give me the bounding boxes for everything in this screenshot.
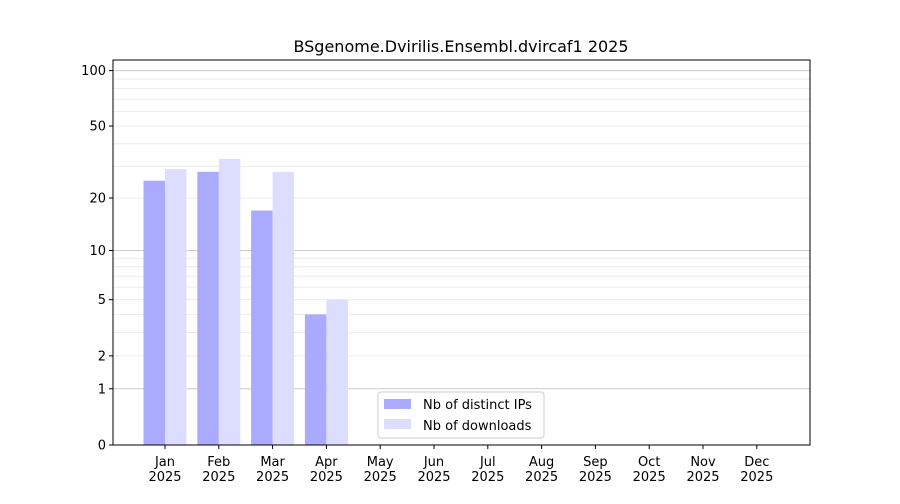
x-axis: Jan2025Feb2025Mar2025Apr2025May2025Jun20… (148, 445, 773, 485)
y-tick-label: 5 (98, 293, 106, 308)
chart-title: BSgenome.Dvirilis.Ensembl.dvircaf1 2025 (293, 37, 628, 56)
x-tick-label: 2025 (364, 470, 397, 485)
y-axis: 0 1 2 5 10 20 50 100 (81, 64, 113, 454)
y-tick-label: 100 (81, 64, 106, 79)
bar-downloads (218, 158, 241, 445)
x-tick-label: 2025 (202, 470, 235, 485)
y-tick-label: 1 (98, 382, 106, 397)
legend-swatch-downloads (384, 419, 411, 429)
x-tick-label: 2025 (148, 470, 181, 485)
bar-distinct-ips (304, 314, 327, 445)
y-tick-label: 10 (89, 244, 106, 259)
x-tick-label: Sep (583, 455, 608, 470)
legend: Nb of distinct IPs Nb of downloads (377, 391, 545, 439)
x-tick-label: Oct (638, 455, 660, 470)
bar-distinct-ips (197, 171, 219, 446)
bar-distinct-ips (143, 180, 165, 445)
x-tick-label: 2025 (256, 470, 289, 485)
legend-label-ips: Nb of distinct IPs (423, 398, 532, 413)
x-tick-label: 2025 (740, 470, 773, 485)
legend-label-downloads: Nb of downloads (423, 419, 532, 434)
x-tick-label: Jan (154, 455, 175, 470)
y-tick-label: 0 (98, 439, 106, 454)
x-tick-label: Mar (260, 455, 285, 470)
x-tick-label: Apr (315, 455, 338, 470)
x-tick-label: Nov (690, 455, 716, 470)
bar-downloads (165, 169, 187, 446)
bars (143, 158, 348, 446)
x-tick-label: 2025 (471, 470, 504, 485)
x-tick-label: 2025 (417, 470, 450, 485)
y-tick-label: 20 (89, 192, 106, 207)
y-tick-label: 50 (89, 120, 106, 135)
x-tick-label: 2025 (525, 470, 558, 485)
x-tick-label: 2025 (633, 470, 666, 485)
x-tick-label: 2025 (579, 470, 612, 485)
x-tick-label: 2025 (310, 470, 343, 485)
x-tick-label: May (367, 455, 394, 470)
bar-downloads (272, 171, 295, 446)
x-tick-label: Jun (423, 455, 444, 470)
legend-swatch-ips (384, 399, 411, 409)
bar-downloads (326, 299, 348, 445)
x-tick-label: Dec (744, 455, 769, 470)
legend-box (377, 391, 545, 439)
x-tick-label: Feb (207, 455, 230, 470)
bar-distinct-ips (251, 210, 273, 445)
plot-frame (112, 59, 811, 446)
y-tick-label: 2 (98, 349, 106, 364)
x-tick-label: Jul (479, 455, 496, 470)
x-tick-label: Aug (529, 455, 554, 470)
x-tick-label: 2025 (686, 470, 719, 485)
